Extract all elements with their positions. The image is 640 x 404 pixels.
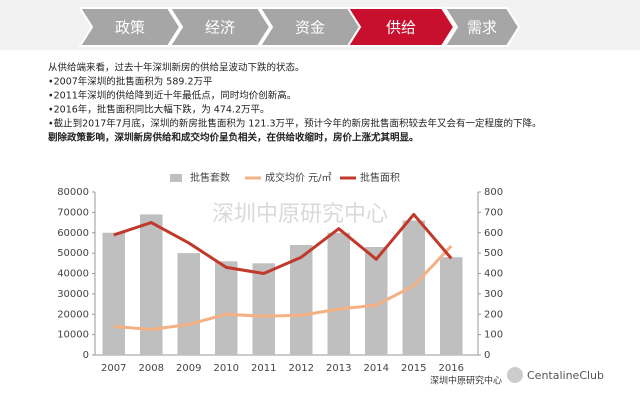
y2-tick-label: 400 [484, 269, 503, 280]
body-text: 从供给端来看，过去十年深圳新房的供给呈波动下跌的状态。 [48, 62, 305, 74]
tab[interactable] [168, 7, 272, 47]
source: 深圳中原研究中心 [430, 375, 502, 387]
x-tick-label: 2012 [289, 363, 314, 374]
y-tick-label: 10000 [57, 330, 89, 341]
y2-tick-label: 800 [484, 187, 503, 198]
y2-tick-label: 100 [484, 330, 503, 341]
y-tick-label: 80000 [57, 187, 89, 198]
bar [252, 263, 275, 355]
legend-label: 批售面积 [360, 171, 400, 184]
body-text: •2016年，批售面积同比大幅下跌，为 474.2万平。 [48, 104, 270, 116]
bar [177, 253, 200, 355]
watermark: 深圳中原研究中心 [212, 202, 388, 227]
bar [402, 220, 425, 355]
tab-label: 经济 [205, 19, 235, 37]
brand: CentalineClub [527, 369, 604, 382]
tab[interactable] [443, 7, 521, 47]
body-text: •2007年深圳的批售面积为 589.2万平 [48, 76, 213, 88]
bar [327, 232, 350, 355]
y-tick-label: 30000 [57, 289, 89, 300]
y2-tick-label: 700 [484, 207, 503, 218]
tab-label: 资金 [295, 19, 325, 37]
bar [290, 244, 313, 355]
y-tick-label: 0 [83, 350, 89, 361]
tab-label: 需求 [467, 19, 497, 37]
bar [365, 247, 388, 355]
y-tick-label: 20000 [57, 309, 89, 320]
y2-tick-label: 600 [484, 228, 503, 239]
y-tick-label: 40000 [57, 269, 89, 280]
tab-label: 政策 [115, 19, 145, 37]
y-tick-label: 50000 [57, 248, 89, 259]
legend-label: 成交均价 元/㎡ [265, 171, 332, 184]
y2-tick-label: 300 [484, 289, 503, 300]
x-tick-label: 2010 [214, 363, 239, 374]
tab[interactable] [78, 7, 182, 47]
tab[interactable] [346, 7, 456, 47]
line [113, 212, 453, 275]
x-tick-label: 2007 [101, 363, 126, 374]
y2-tick-label: 500 [484, 248, 503, 259]
x-tick-label: 2015 [401, 363, 426, 374]
x-tick-label: 2016 [439, 363, 464, 374]
bar [440, 257, 463, 355]
legend-label: 批售套数 [190, 171, 230, 184]
y2-tick-label: 0 [484, 350, 490, 361]
y-tick-label: 60000 [57, 228, 89, 239]
bar [102, 232, 125, 355]
bar [215, 261, 238, 355]
body-text: •截止到2017年7月底，深圳的新房批售面积为 121.3万平，预计今年的新房批… [48, 118, 542, 130]
y-tick-label: 70000 [57, 207, 89, 218]
y2-tick-label: 200 [484, 309, 503, 320]
x-tick-label: 2008 [139, 363, 164, 374]
line [113, 244, 453, 332]
body-text: 剔除政策影响，深圳新房供给和成交均价呈负相关，在供给收缩时，房价上涨尤其明显。 [47, 132, 419, 144]
body-text: •2011年深圳的供给降到近十年最低点，同时均价创新高。 [48, 90, 296, 102]
bar [140, 214, 163, 355]
brand-icon [507, 367, 523, 383]
x-tick-label: 2011 [251, 363, 276, 374]
legend-swatch [170, 174, 182, 182]
x-tick-label: 2014 [364, 363, 389, 374]
x-tick-label: 2009 [176, 363, 201, 374]
tab-label: 供给 [386, 19, 416, 37]
x-tick-label: 2013 [326, 363, 351, 374]
